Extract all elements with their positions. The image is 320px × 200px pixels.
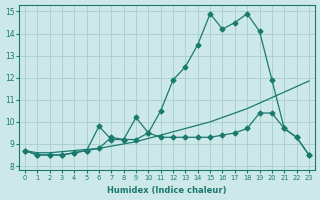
X-axis label: Humidex (Indice chaleur): Humidex (Indice chaleur) (107, 186, 227, 195)
